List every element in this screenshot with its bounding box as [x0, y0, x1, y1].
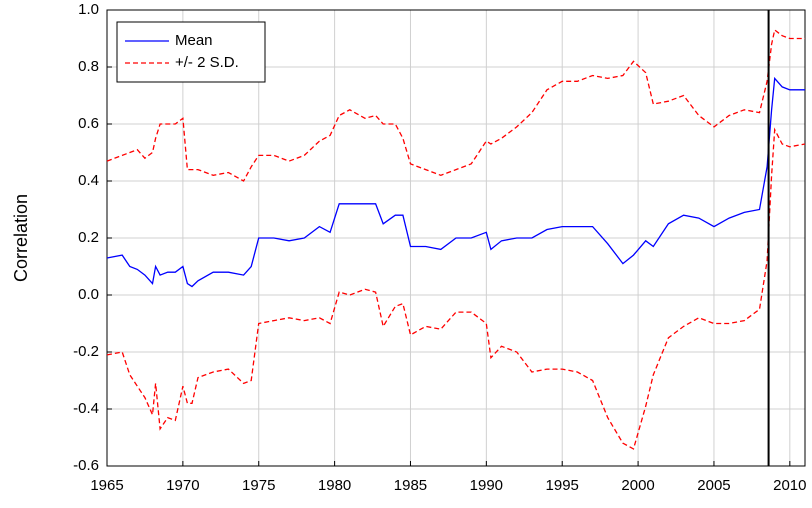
y-tick-label: -0.4 [73, 400, 99, 417]
plot-frame [106, 9, 806, 467]
y-tick-label: -0.2 [73, 343, 99, 360]
series-line [106, 127, 806, 450]
x-tick-label: 2010 [773, 477, 806, 494]
x-tick-label: 1995 [546, 477, 579, 494]
y-tick-label: 0.4 [78, 172, 99, 189]
legend-box [116, 21, 266, 83]
y-axis-label: Correlation [11, 194, 31, 282]
x-tick-label: 1980 [318, 477, 351, 494]
series-line [106, 28, 805, 182]
x-tick-label: 1975 [242, 477, 275, 494]
series-line [106, 76, 805, 288]
y-tick-label: 0.2 [78, 229, 99, 246]
x-tick-label: 1970 [166, 477, 199, 494]
x-tick-label: 1990 [470, 477, 503, 494]
y-tick-label: -0.6 [73, 457, 99, 474]
y-tick-label: 0.0 [78, 286, 99, 303]
x-tick-label: 1985 [394, 477, 427, 494]
legend-label: +/- 2 S.D. [175, 54, 239, 71]
legend-label: Mean [175, 32, 213, 49]
x-tick-label: 1965 [90, 477, 123, 494]
x-tick-label: 2005 [697, 477, 730, 494]
y-tick-label: 0.8 [78, 58, 99, 75]
y-tick-label: 1.0 [78, 1, 99, 18]
x-tick-label: 2000 [621, 477, 654, 494]
y-tick-label: 0.6 [78, 115, 99, 132]
